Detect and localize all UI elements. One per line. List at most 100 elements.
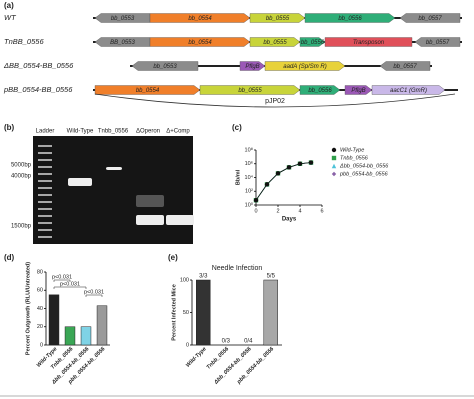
gene-arrow [379,61,431,71]
y-tick-label: 40 [37,306,43,312]
x-tick-label: 0 [254,208,257,214]
gene-label: bb_0556 [308,88,332,94]
legend-marker [331,171,337,177]
series-line [255,162,312,201]
gene-arrow [94,85,201,95]
panel-label: (d) [4,253,15,262]
gene-arrow [344,85,373,95]
lane-label: Tnbb_0556 [98,129,129,135]
ladder-band [38,166,52,168]
gene-label: bb_0557 [418,16,442,22]
gene-label: PflgB [351,88,365,94]
y-tick-label: 80 [37,269,43,275]
gene-arrow [304,13,396,23]
gene-label: bb_0555 [266,16,290,22]
gene-arrow [399,13,461,23]
row-name: TnBB_0556 [4,37,44,46]
panel-label: (c) [232,123,242,132]
p-value: p<0.031 [60,281,80,287]
ladder-band [38,173,52,175]
gel-band [106,167,122,170]
legend-label: pbb_0554-bb_0556 [339,171,389,177]
gene-arrow [249,37,301,47]
y-tick-label: 10⁴ [245,174,254,181]
ladder-band [38,222,52,224]
gene-label: bb_0556 [301,40,325,46]
gene-label: aadA (Sp/Sm R) [283,64,326,70]
y-tick-label: 50 [183,310,189,316]
y-tick-label: 0 [186,342,189,348]
chart-title: Needle Infection [212,265,263,272]
x-axis-label: Days [282,217,297,223]
gene-label: bb_0554 [188,16,212,22]
legend-marker [331,155,337,161]
y-tick-label: 10⁰ [245,201,254,208]
panel-label: (a) [4,1,14,10]
data-point [264,182,270,187]
marker-label: 1500bp [11,224,32,230]
gene-arrow [131,61,199,71]
y-tick-label: 100 [180,277,189,283]
series-line [255,162,312,201]
data-point [253,197,259,203]
marker-label: 4000bp [11,174,32,180]
x-tick-label: Δbb_0554-bb_0556 [213,346,254,387]
row-name: WT [4,13,17,22]
gene-label: bb_0554 [136,88,160,94]
gene-label: bb_0554 [188,40,212,46]
marker-label: 5000bp [11,163,32,169]
plasmid-arc [94,93,456,108]
value-label: 0/3 [222,339,231,345]
gel-band [136,215,164,225]
significance-bracket [53,279,71,282]
ladder-band [38,215,52,217]
gene-label: bb_0557 [393,64,417,70]
bar [64,326,76,346]
gene-arrow [264,61,346,71]
gene-label: bb_0555 [263,40,287,46]
gene-label: bb_0553 [153,64,177,70]
ladder-band [38,145,52,147]
gene-label: BB_0553 [110,40,135,46]
panel-label: (e) [168,253,178,262]
legend-label: Δbb_0554-bb_0556 [339,163,389,169]
data-point [297,161,303,166]
gene-label: Transposon [353,40,385,46]
y-tick-label: 60 [37,288,43,294]
data-point [286,165,292,170]
x-tick-label: Wild-Type [185,346,208,369]
ladder-band [38,229,52,231]
gene-arrow [199,85,301,95]
legend-label: Wild-Type [340,147,364,153]
p-value: p<0.031 [84,289,104,295]
lane-label: Wild-Type [67,129,94,135]
ladder-band [38,187,52,189]
gene-arrow [149,13,251,23]
ladder-band [38,201,52,203]
panel-label: (b) [4,123,15,132]
value-label: 3/3 [199,274,208,280]
ladder-band [38,194,52,196]
gene-arrow [249,13,306,23]
gene-arrow [239,61,266,71]
gene-arrow [299,37,326,47]
data-point [275,171,281,176]
legend-marker [331,163,337,169]
y-tick-label: 10⁶ [245,160,253,167]
y-tick-label: 20 [37,324,43,330]
p-value: p<0.031 [52,274,72,280]
legend-label: Tnbb_0556 [340,155,369,161]
value-label: 5/5 [267,274,276,280]
gene-label: bb_0555 [238,88,262,94]
gene-label: bb_0556 [338,16,362,22]
gene-arrow [149,37,251,47]
gene-arrow [299,85,341,95]
bar [48,294,60,346]
ladder-band [38,208,52,210]
series-line [255,162,312,201]
gene-arrow [371,85,446,95]
y-tick-label: 10⁸ [245,146,253,153]
significance-bracket [53,286,87,289]
gel-band [166,215,194,225]
